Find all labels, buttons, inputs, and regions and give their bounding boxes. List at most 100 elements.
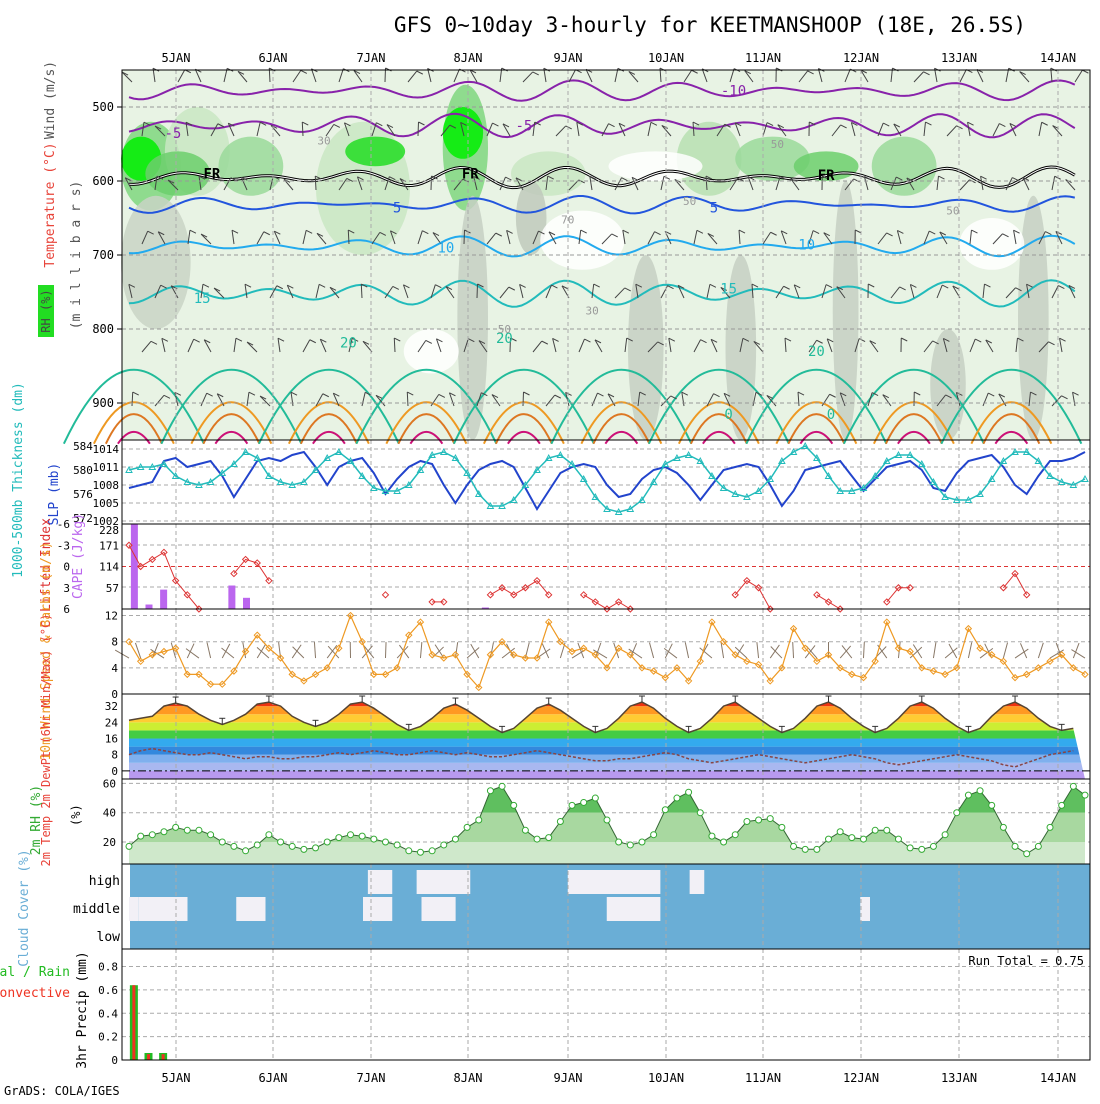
precip-tick: 0.2 — [98, 1031, 118, 1044]
temperature-contour-label: 20 — [808, 344, 825, 360]
date-label-top: 13JAN — [941, 51, 977, 65]
rh-point — [826, 836, 832, 842]
rh-point — [161, 829, 167, 835]
rh-point — [860, 836, 866, 842]
date-label-bottom: 5JAN — [162, 1071, 191, 1085]
lifted-index-tick: -6 — [57, 518, 70, 531]
wind-speed-line — [129, 616, 1085, 688]
lifted-index-point — [382, 592, 388, 598]
lifted-index-tick: 0 — [63, 561, 70, 574]
temperature-band — [122, 730, 1090, 738]
wind-barb-10m — [793, 642, 794, 658]
cloud-level-label: low — [97, 930, 121, 945]
wind-barb-10m — [1073, 643, 1079, 658]
rh-point — [499, 783, 505, 789]
rh-point — [1070, 783, 1076, 789]
rh-point — [126, 843, 132, 849]
slp-axis-label: SLP (mb) — [47, 463, 62, 526]
thickness-point — [1082, 476, 1088, 482]
rh-point — [616, 839, 622, 845]
temperature-band — [122, 706, 1090, 714]
wind-barb-10m — [842, 645, 852, 658]
rh-point — [406, 848, 412, 854]
cape-bar — [228, 586, 235, 609]
date-label-bottom: 10JAN — [648, 1071, 684, 1085]
rh-point — [546, 835, 552, 841]
rh-point — [686, 789, 692, 795]
rh-point — [429, 848, 435, 854]
wind-barb-10m — [314, 642, 315, 658]
precip-tick: 0.8 — [98, 961, 118, 974]
cape-bar — [160, 590, 167, 609]
temperature-band — [122, 763, 1090, 771]
date-label-bottom: 14JAN — [1040, 1071, 1076, 1085]
rh-contour-label: 50 — [946, 205, 959, 218]
cloud-level-label: middle — [73, 902, 120, 917]
date-label-top: 7JAN — [357, 51, 386, 65]
pressure-tick: 600 — [92, 174, 114, 188]
temperature-band — [122, 747, 1090, 755]
rh-band-high — [122, 779, 1090, 813]
wind-barb-10m — [222, 644, 230, 658]
grads-credit: GrADS: COLA/IGES — [4, 1084, 120, 1098]
cloud-level-label: high — [89, 874, 120, 889]
wind-barb-10m — [1003, 643, 1007, 658]
lifted-index-tick: 6 — [63, 603, 70, 616]
rh-point — [336, 835, 342, 841]
precip-convective-bar — [147, 1054, 150, 1060]
rh-point — [930, 843, 936, 849]
rh-tick: 20 — [103, 836, 116, 849]
rh-point — [569, 802, 575, 808]
lifted-index-line — [234, 559, 269, 580]
wind-barb-10m — [685, 642, 688, 658]
chart-title: GFS 0~10day 3-hourly for KEETMANSHOOP (1… — [394, 13, 1026, 37]
rh-point — [359, 833, 365, 839]
thickness-tick: 584 — [73, 440, 93, 453]
date-label-top: 11JAN — [745, 51, 781, 65]
rh-point — [173, 824, 179, 830]
rh-point — [1047, 824, 1053, 830]
rh-contour-label: 50 — [498, 323, 511, 336]
lifted-index-line — [817, 595, 840, 609]
lifted-index-point — [1024, 592, 1030, 598]
wind-barb-10m — [863, 642, 864, 658]
rh-shade — [872, 137, 937, 196]
precip-axis-label: 3hr Precip (mm) — [75, 951, 90, 1068]
temperature-band — [122, 771, 1090, 779]
rh-point — [581, 799, 587, 805]
rh-point — [604, 817, 610, 823]
date-label-bottom: 8JAN — [454, 1071, 483, 1085]
rh-point — [243, 848, 249, 854]
date-label-top: 6JAN — [259, 51, 288, 65]
temperature-contour-label: FR — [203, 167, 220, 183]
lifted-index-line — [887, 588, 910, 602]
rh-shade — [345, 137, 405, 167]
wind-tick: 4 — [111, 662, 118, 675]
temperature-contour-label: FR — [462, 167, 479, 183]
wind-barb-10m — [933, 642, 936, 658]
rh-tick: 40 — [103, 807, 116, 820]
rh-point — [721, 839, 727, 845]
temperature-tick: 32 — [105, 700, 118, 713]
lifted-index-tick: 3 — [63, 582, 70, 595]
wind-barb-10m — [207, 642, 211, 658]
date-label-bottom: 12JAN — [843, 1071, 879, 1085]
cape-bar — [146, 605, 153, 609]
rh-point — [954, 810, 960, 816]
rh-point — [791, 843, 797, 849]
temperature-contour-label: 5 — [393, 201, 401, 217]
precip-panel — [122, 949, 1090, 1060]
temperature-tick: 16 — [105, 733, 118, 746]
rh-point — [301, 846, 307, 852]
lifted-index-point — [814, 592, 820, 598]
wind-tick: 8 — [111, 636, 118, 649]
date-label-top: 10JAN — [648, 51, 684, 65]
temperature-tick: 8 — [111, 749, 118, 762]
slp-tick: 1011 — [93, 461, 120, 474]
rh-point — [977, 788, 983, 794]
rh-point — [138, 833, 144, 839]
lifted-index-line — [584, 595, 631, 609]
rh-shade — [930, 329, 966, 440]
rh-point — [441, 842, 447, 848]
